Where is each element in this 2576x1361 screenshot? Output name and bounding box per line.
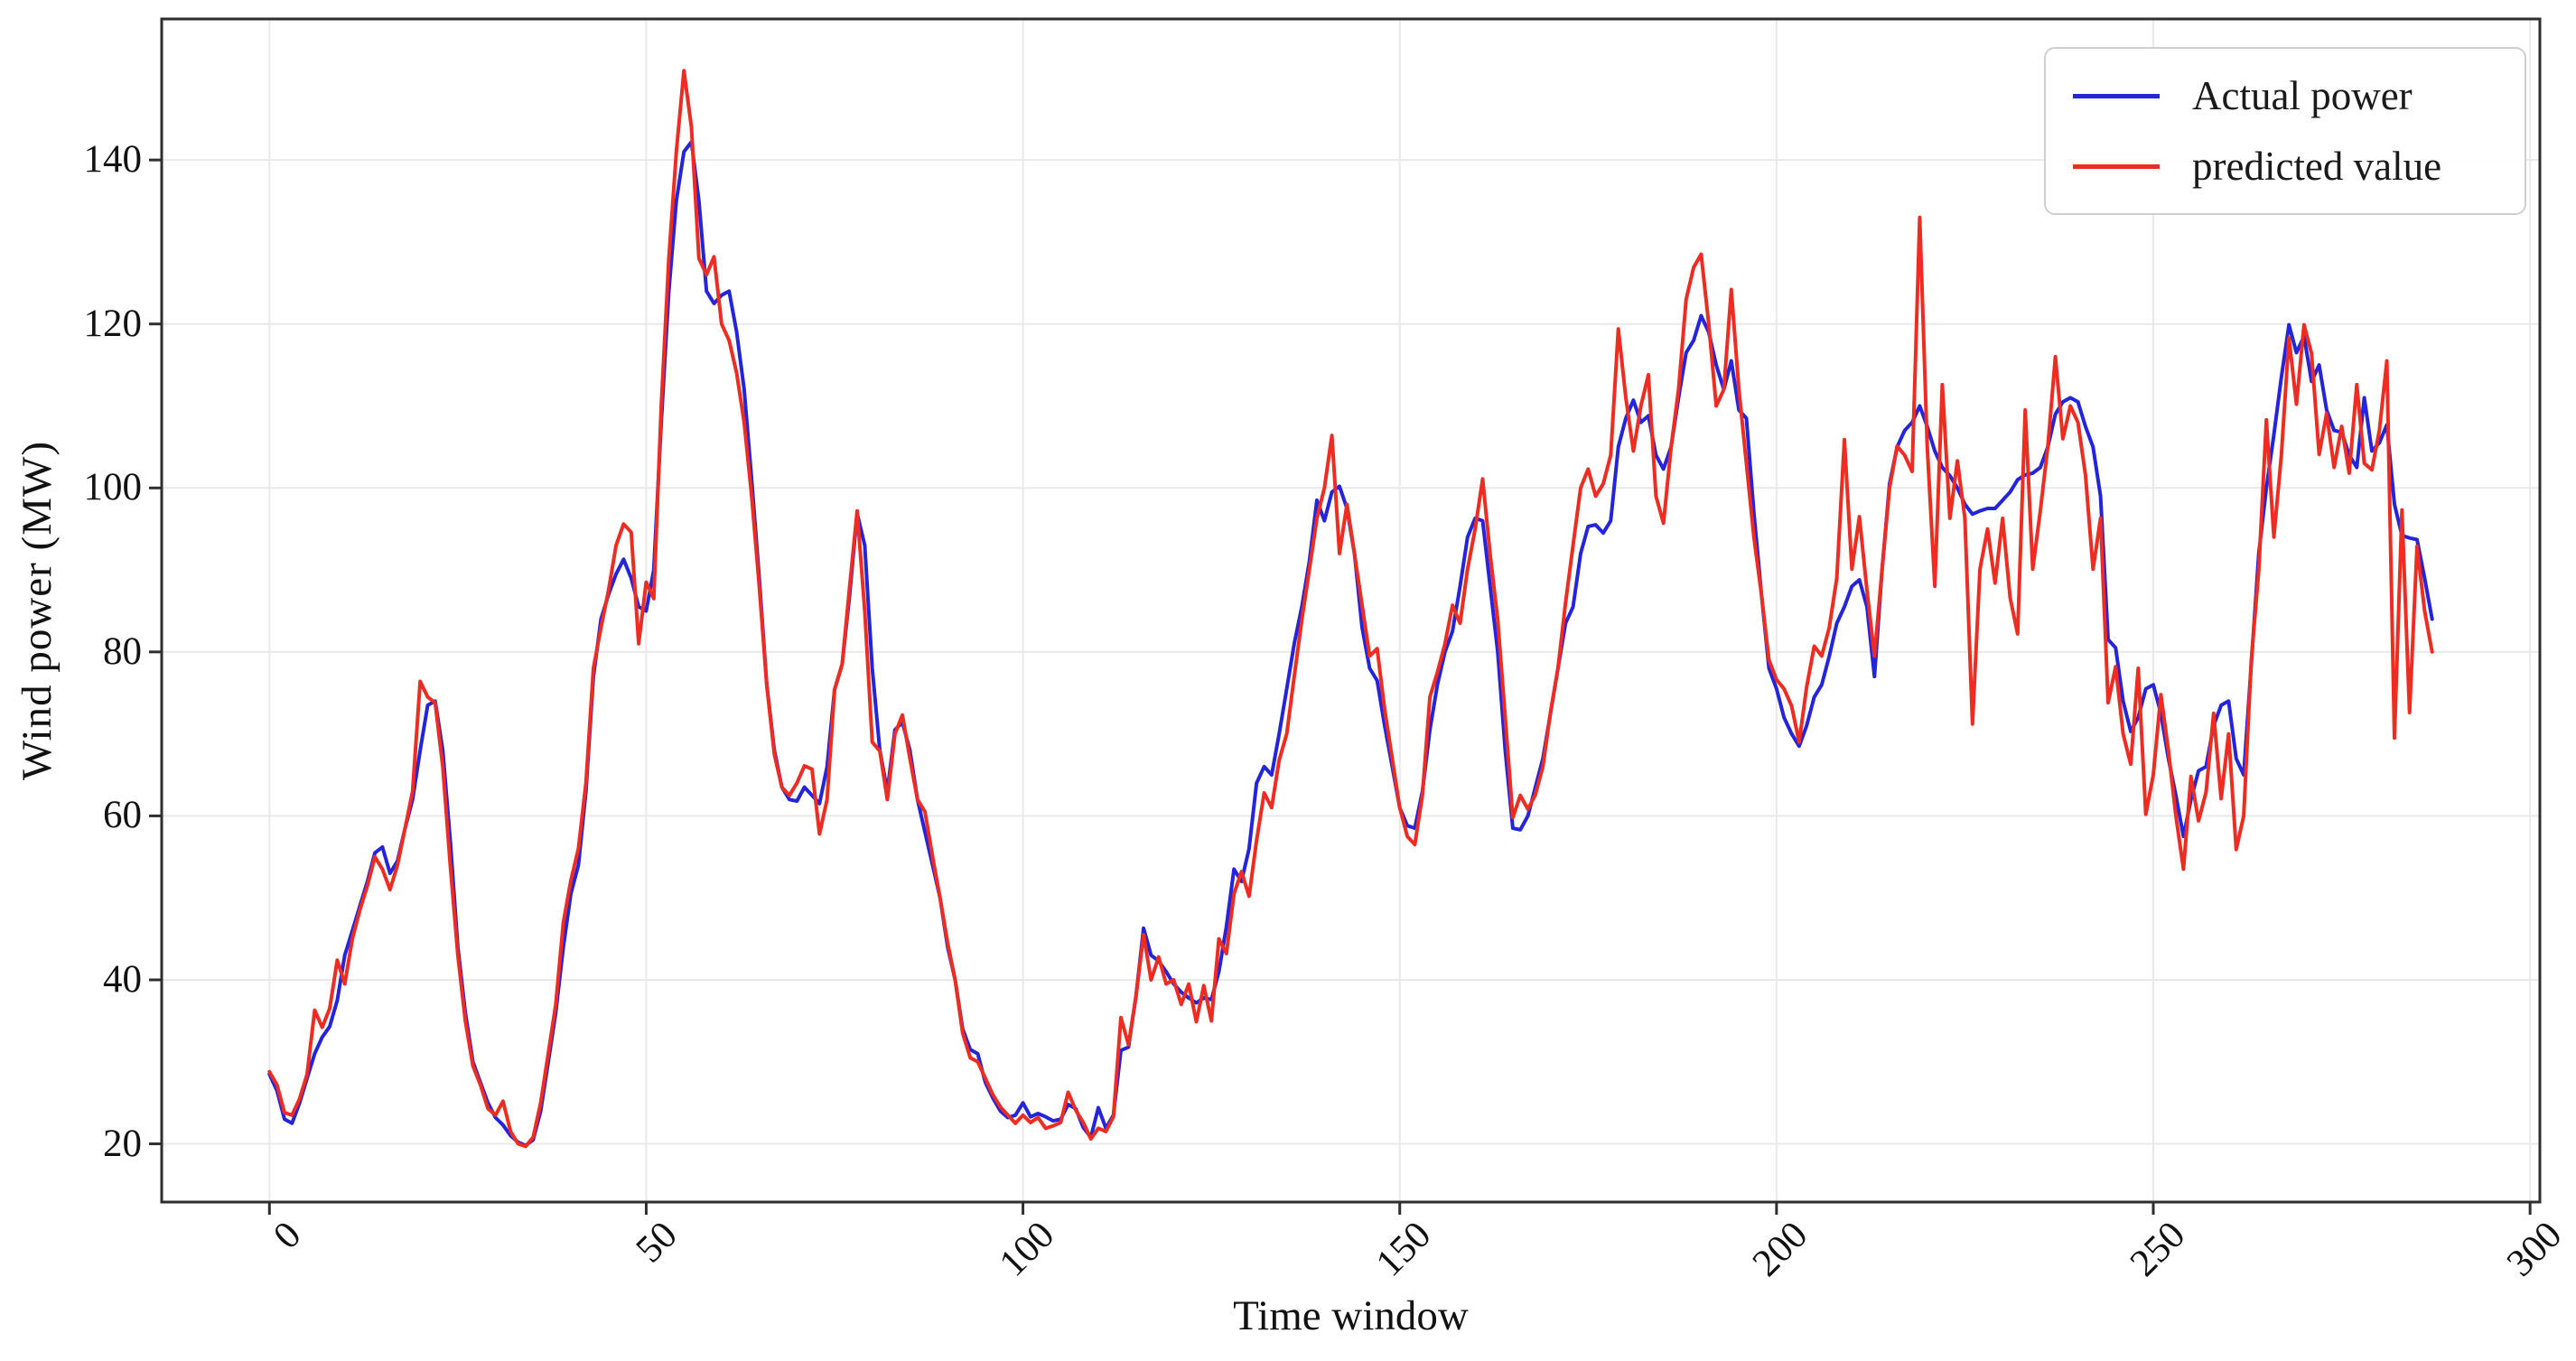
y-tick-label: 140	[83, 138, 143, 182]
legend-label: predicted value	[2192, 144, 2442, 189]
legend-line-sample-red	[2073, 163, 2160, 169]
y-tick-label: 20	[103, 1122, 142, 1165]
legend-box: Actual power predicted value	[2044, 47, 2526, 215]
series-line-predicted-value	[267, 69, 2434, 1149]
legend-label: Actual power	[2192, 73, 2413, 118]
x-axis-label: Time window	[1233, 1292, 1469, 1339]
y-axis-label-wrap: Wind power (MW)	[13, 19, 61, 1202]
y-tick-label: 100	[83, 466, 143, 509]
legend-entry-predicted-value: predicted value	[2046, 143, 2525, 190]
y-tick-label: 120	[83, 302, 143, 345]
y-tick-label: 80	[103, 629, 142, 673]
legend-entry-actual-power: Actual power	[2046, 72, 2525, 119]
series-line-actual-power	[267, 140, 2434, 1148]
plot-border	[160, 17, 2542, 1204]
legend-line-sample-blue	[2073, 93, 2160, 98]
y-tick-label: 40	[103, 957, 142, 1001]
y-tick-label: 60	[103, 794, 142, 837]
